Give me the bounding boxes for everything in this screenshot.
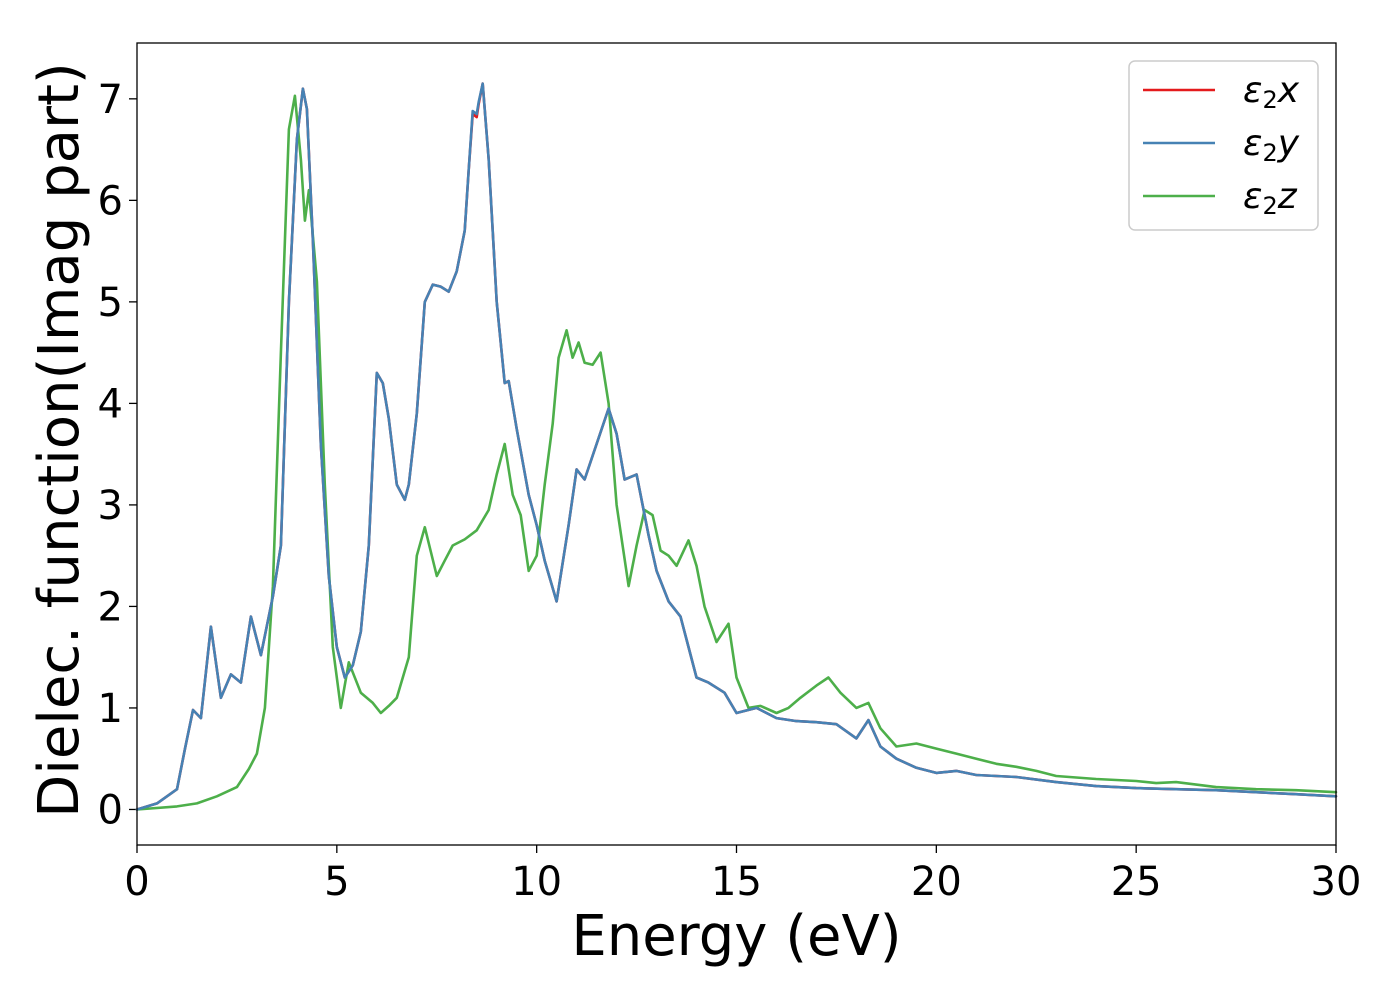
series-line-z <box>135 94 1338 811</box>
x-tick-label: 30 <box>1311 859 1362 905</box>
y-tick-label: 4 <box>98 381 123 427</box>
legend: ε2x ε2y ε2z <box>1128 60 1319 231</box>
x-tick-label: 15 <box>711 859 762 905</box>
legend-box <box>1128 60 1319 231</box>
x-axis-ticks: 0 5 10 15 20 25 30 <box>124 845 1361 905</box>
x-axis-title: Energy (eV) <box>571 904 901 969</box>
y-tick-label: 6 <box>98 178 123 224</box>
x-tick-label: 25 <box>1111 859 1162 905</box>
y-axis-title: Dielec. function(Imag part) <box>27 62 92 818</box>
legend-label-y: ε2y <box>1243 123 1300 167</box>
y-tick-label: 0 <box>98 787 123 833</box>
y-tick-label: 3 <box>98 483 123 529</box>
y-tick-label: 7 <box>98 77 123 123</box>
series-line-y <box>135 82 1338 811</box>
x-tick-label: 0 <box>124 859 149 905</box>
y-tick-label: 5 <box>98 280 123 326</box>
y-axis-ticks: 0 1 2 3 4 5 6 7 <box>98 77 137 833</box>
legend-items: ε2x ε2y ε2z <box>1143 70 1300 220</box>
legend-label-x: ε2x <box>1243 70 1300 114</box>
y-tick-label: 2 <box>98 584 123 630</box>
x-tick-label: 5 <box>324 859 349 905</box>
series-layer <box>135 82 1338 811</box>
x-tick-label: 20 <box>911 859 962 905</box>
y-tick-label: 1 <box>98 686 123 732</box>
x-tick-label: 10 <box>511 859 562 905</box>
plot-frame <box>136 42 1337 846</box>
legend-label-z: ε2z <box>1243 176 1298 220</box>
